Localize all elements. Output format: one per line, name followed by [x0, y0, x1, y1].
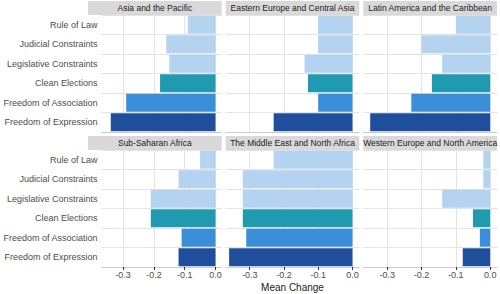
svg-text:Freedom of Association: Freedom of Association	[3, 233, 97, 243]
svg-text:Sub-Saharan Africa: Sub-Saharan Africa	[118, 138, 192, 148]
svg-text:Rule of Law: Rule of Law	[50, 20, 98, 30]
svg-text:Clean Elections: Clean Elections	[35, 213, 98, 223]
svg-text:Eastern Europe and Central Asi: Eastern Europe and Central Asia	[231, 3, 355, 13]
svg-text:Legislative Constraints: Legislative Constraints	[7, 194, 98, 204]
svg-text:Rule of Law: Rule of Law	[50, 155, 98, 165]
svg-text:-0.2: -0.2	[146, 270, 162, 280]
svg-text:-0.1: -0.1	[177, 270, 193, 280]
svg-text:Freedom of Association: Freedom of Association	[3, 98, 97, 108]
svg-text:-0.1: -0.1	[448, 270, 464, 280]
svg-text:Clean Elections: Clean Elections	[35, 78, 98, 88]
svg-text:Latin America and the Caribbea: Latin America and the Caribbean	[368, 3, 492, 13]
svg-text:-0.3: -0.3	[242, 270, 258, 280]
svg-text:Judicial Constraints: Judicial Constraints	[19, 39, 98, 49]
svg-text:-0.3: -0.3	[115, 270, 131, 280]
svg-text:0.0: 0.0	[484, 270, 497, 280]
svg-text:Mean Change: Mean Change	[261, 282, 324, 293]
svg-text:-0.3: -0.3	[380, 270, 396, 280]
svg-text:-0.1: -0.1	[310, 270, 326, 280]
svg-text:Judicial Constraints: Judicial Constraints	[19, 174, 98, 184]
svg-text:-0.2: -0.2	[276, 270, 292, 280]
svg-text:Legislative Constraints: Legislative Constraints	[7, 59, 98, 69]
svg-text:Western Europe and North Ameri: Western Europe and North America	[363, 138, 497, 148]
svg-text:The Middle East and North Afri: The Middle East and North Africa	[230, 138, 355, 148]
svg-text:Asia and the Pacific: Asia and the Pacific	[118, 3, 193, 13]
svg-text:Freedom of Expression: Freedom of Expression	[4, 252, 97, 262]
svg-text:Freedom of Expression: Freedom of Expression	[4, 117, 97, 127]
svg-text:-0.2: -0.2	[414, 270, 430, 280]
svg-text:0.0: 0.0	[209, 270, 222, 280]
svg-text:0.0: 0.0	[346, 270, 359, 280]
